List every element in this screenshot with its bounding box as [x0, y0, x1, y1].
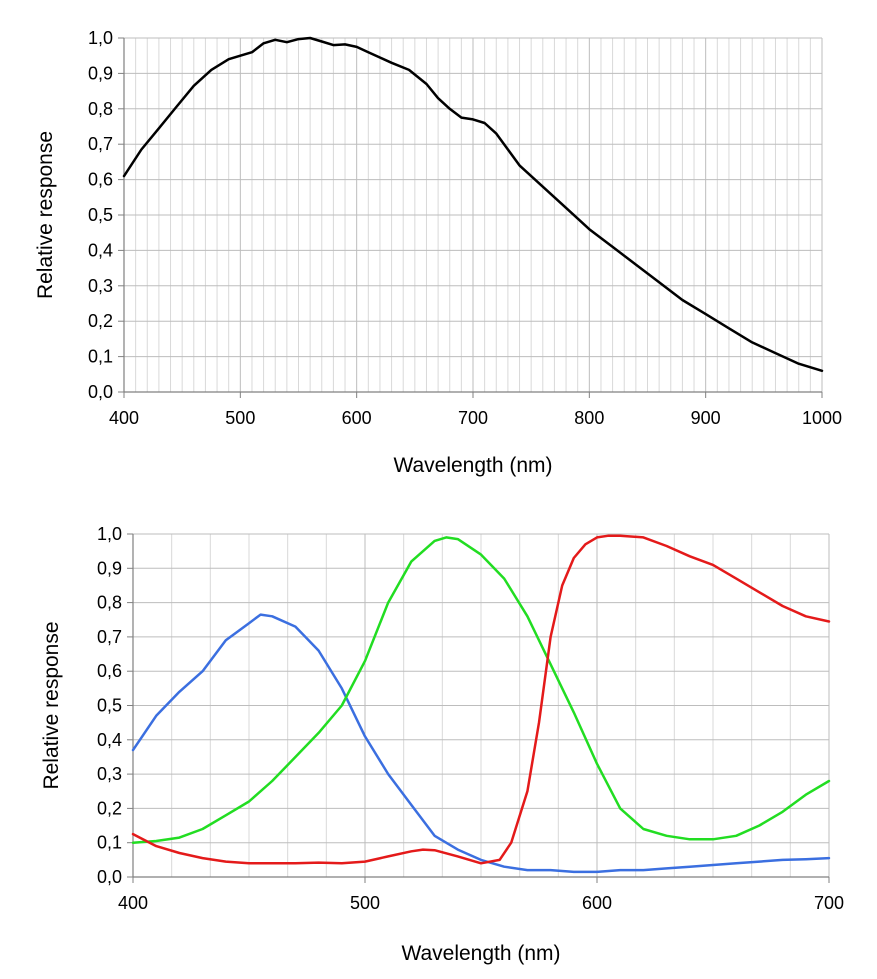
- y-tick-label: 0,4: [88, 240, 113, 260]
- y-tick-label: 0,3: [97, 764, 122, 784]
- y-tick-label: 0,7: [97, 627, 122, 647]
- y-tick-label: 0,4: [97, 730, 122, 750]
- y-tick-label: 0,3: [88, 276, 113, 296]
- y-tick-label: 0,8: [88, 99, 113, 119]
- y-tick-label: 1,0: [88, 28, 113, 48]
- x-tick-label: 800: [574, 408, 604, 428]
- y-tick-label: 0,2: [88, 311, 113, 331]
- series-line-2: [131, 536, 831, 844]
- x-axis-title: Wavelength (nm): [393, 454, 552, 477]
- x-tick-label: 500: [350, 893, 380, 913]
- x-tick-label: 500: [225, 408, 255, 428]
- chart-2: 0,0 0,1 0,2 0,3 0,4 0,5 0,6 0,7 0,8 0,9 1,0 400 500 6…: [40, 524, 844, 965]
- y-axis-title: Relative response: [40, 621, 63, 789]
- x-tick-label: 700: [814, 893, 844, 913]
- y-tick-label: 0,7: [88, 134, 113, 154]
- x-tick-label: 400: [109, 408, 139, 428]
- y-tick-label: 0,1: [88, 347, 113, 367]
- x-tick-label: 1000: [802, 408, 842, 428]
- y-tick-label: 0,6: [88, 170, 113, 190]
- x-axis-title: Wavelength (nm): [401, 942, 560, 965]
- y-tick-label: 0,9: [88, 63, 113, 83]
- x-tick-label: 700: [458, 408, 488, 428]
- series-line-1: [122, 36, 824, 373]
- y-tick-label: 0,1: [97, 833, 122, 853]
- y-axis-title: Relative response: [34, 131, 57, 299]
- y-tick-label: 0,0: [88, 382, 113, 402]
- y-tick-label: 0,9: [97, 558, 122, 578]
- y-tick-label: 0,5: [88, 205, 113, 225]
- y-tick-label: 0,0: [97, 867, 122, 887]
- x-tick-label: 400: [118, 893, 148, 913]
- y-tick-label: 0,6: [97, 661, 122, 681]
- x-tick-label: 900: [691, 408, 721, 428]
- y-tick-label: 0,8: [97, 593, 122, 613]
- chart-1: 0,0 0,1 0,2 0,3 0,4 0,5 0,6 0,7 0,8 0,9 1,0 400 500 6…: [34, 28, 842, 477]
- x-tick-label: 600: [582, 893, 612, 913]
- y-tick-label: 1,0: [97, 524, 122, 544]
- series-line-1: [131, 613, 831, 874]
- series-line-3: [131, 534, 831, 865]
- y-tick-label: 0,2: [97, 798, 122, 818]
- y-tick-label: 0,5: [97, 696, 122, 716]
- x-tick-label: 600: [342, 408, 372, 428]
